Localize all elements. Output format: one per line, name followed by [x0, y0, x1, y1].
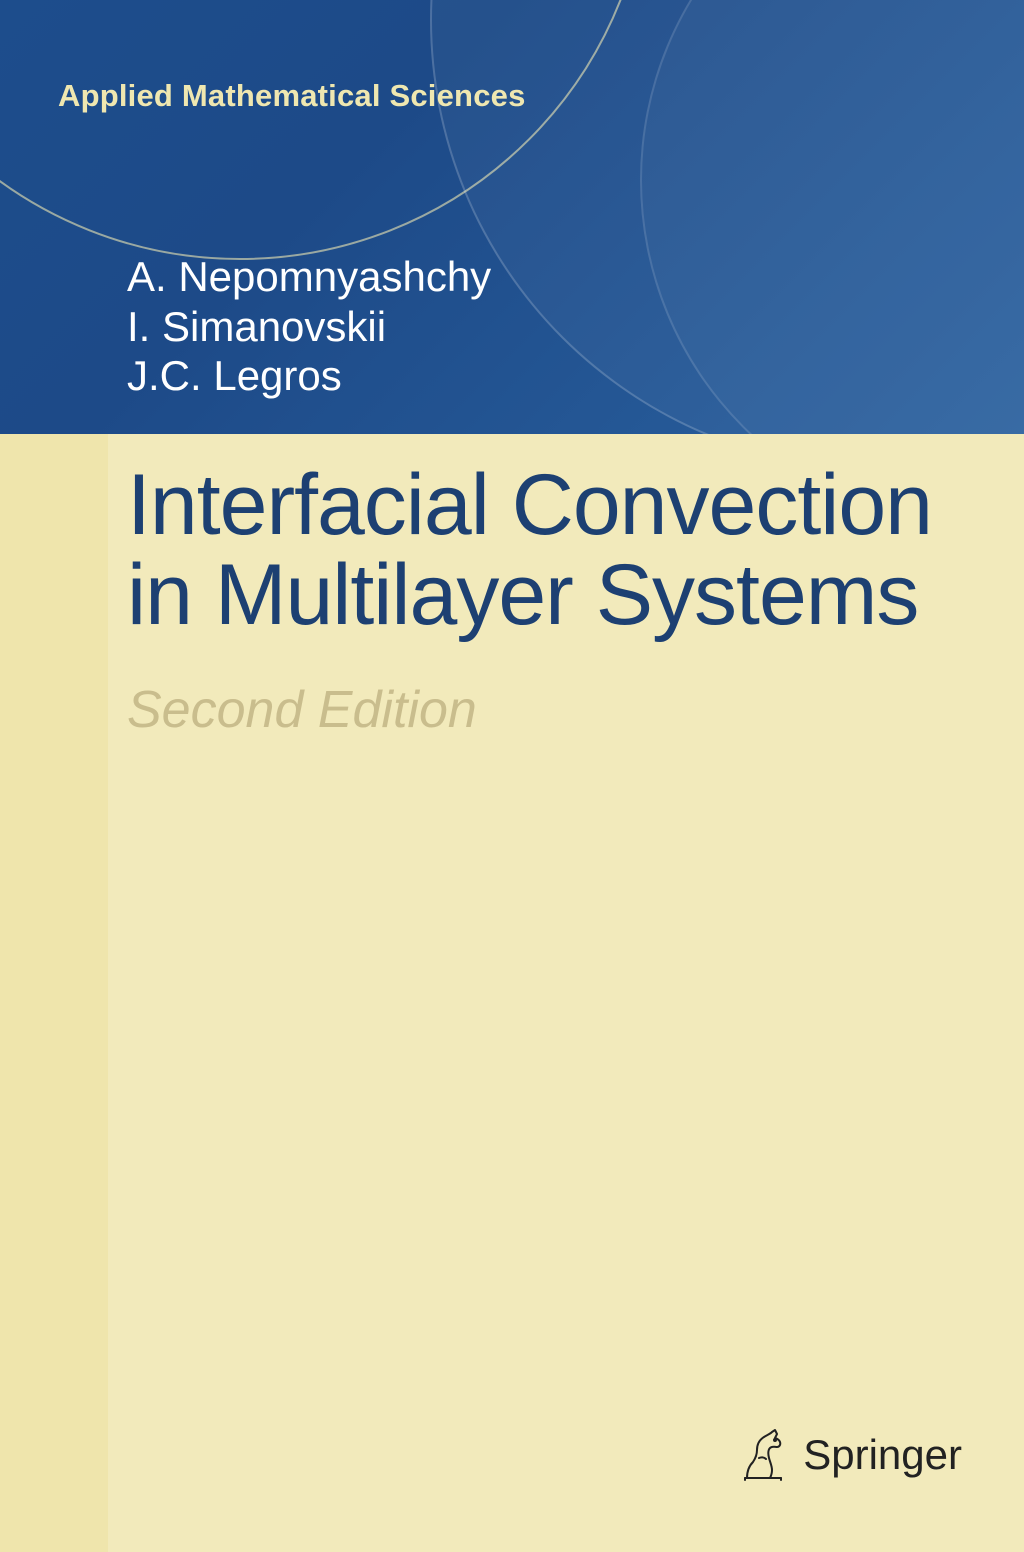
author: A. Nepomnyashchy	[127, 252, 491, 302]
left-accent-band	[0, 434, 108, 1552]
series-name: Applied Mathematical Sciences	[58, 78, 526, 114]
decorative-arc	[640, 0, 1024, 434]
book-cover: Applied Mathematical Sciences A. Nepomny…	[0, 0, 1024, 1552]
author-list: A. Nepomnyashchy I. Simanovskii J.C. Leg…	[127, 252, 491, 401]
publisher-name: Springer	[803, 1431, 962, 1479]
author: I. Simanovskii	[127, 302, 491, 352]
title-line: in Multilayer Systems	[127, 550, 932, 640]
author: J.C. Legros	[127, 351, 491, 401]
title-line: Interfacial Convection	[127, 460, 932, 550]
springer-horse-icon	[739, 1428, 787, 1482]
edition-label: Second Edition	[127, 680, 477, 740]
publisher-block: Springer	[739, 1428, 962, 1482]
book-title: Interfacial Convection in Multilayer Sys…	[127, 460, 932, 641]
